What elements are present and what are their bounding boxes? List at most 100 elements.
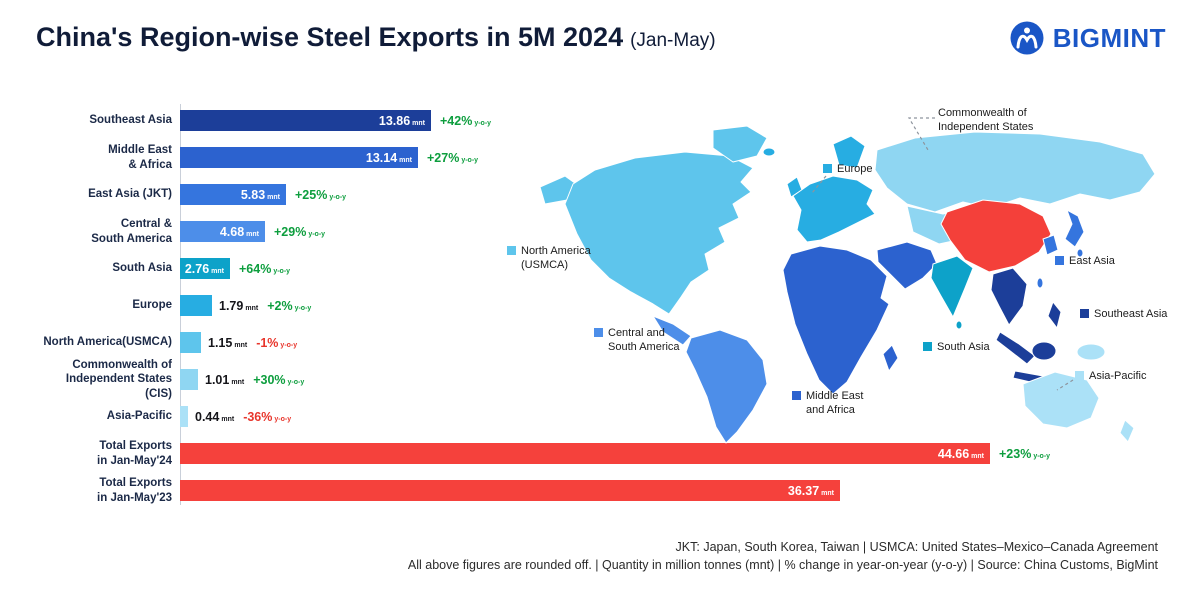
map-label-middle-east-africa: Middle East and Africa	[792, 389, 863, 418]
bar-row: Asia-Pacific 0.44 mnt -36% y-o-y	[36, 398, 1166, 435]
bar-area: 13.14 mnt +27% y-o-y	[180, 147, 1166, 168]
bar-label: South Asia	[112, 262, 172, 275]
map-region-asia-pacific	[1022, 371, 1100, 429]
map-label-europe: Europe	[823, 162, 872, 176]
map-label-text: South America	[608, 341, 680, 354]
bar-area: 13.86 mnt +42% y-o-y	[180, 110, 1166, 131]
map-label-text: Independent States	[938, 121, 1034, 134]
bar-label: Commonwealth of Independent States (CIS)	[65, 358, 172, 400]
map-region-north-america	[712, 125, 768, 163]
bar-growth: -36% y-o-y	[243, 409, 292, 424]
map-region-east-asia	[1076, 248, 1084, 258]
bar-value: 13.86 mnt	[378, 113, 425, 128]
map-label-text: Southeast Asia	[1094, 308, 1168, 320]
map-label-text: and Africa	[806, 404, 855, 417]
world-map: North America (USMCA) Central and South Am…	[495, 92, 1167, 492]
map-region-east-asia	[1036, 277, 1044, 289]
map-label-text: Middle East	[806, 390, 864, 402]
bar-growth: +30% y-o-y	[253, 372, 305, 387]
bar-row: Central & South America 4.68 mnt +29% y-o-y	[36, 213, 1166, 250]
map-label-text: (USMCA)	[521, 259, 569, 272]
east-asia-swatch	[1055, 256, 1064, 265]
map-region-middle-east-africa	[876, 241, 938, 290]
page-title: China's Region-wise Steel Exports in 5M …	[36, 22, 716, 53]
bar-row: North America(USMCA) 1.15 mnt -1% y-o-y	[36, 324, 1166, 361]
bar-row: Total Exports in Jan-May'23 36.37 mnt	[36, 472, 1166, 509]
map-region-central-south-america	[652, 315, 692, 346]
bar: 5.83 mnt	[180, 184, 286, 205]
bar-chart: Southeast Asia 13.86 mnt +42% y-o-y Middle Ea…	[36, 102, 1166, 509]
bigmint-logo: BIGMINT	[1009, 20, 1166, 56]
map-region-south-asia	[955, 320, 963, 330]
bar	[180, 295, 212, 316]
bar	[180, 369, 198, 390]
map-region-southeast-asia	[995, 331, 1036, 365]
map-region-southeast-asia	[990, 267, 1028, 326]
bar-area: 36.37 mnt	[180, 480, 1166, 501]
world-map-svg	[539, 117, 1156, 444]
central-south-america-swatch	[594, 328, 603, 337]
bar	[180, 406, 188, 427]
map-region-central-south-america	[685, 329, 768, 444]
bar-area: 0.44 mnt -36% y-o-y	[180, 406, 1166, 427]
map-region-asia-pacific	[1119, 419, 1135, 443]
bar: 4.68 mnt	[180, 221, 265, 242]
map-label-central-south-america: Central and South America	[594, 326, 680, 355]
bar-growth: +29% y-o-y	[274, 224, 326, 239]
bigmint-logo-icon	[1010, 21, 1044, 55]
bar-row: Commonwealth of Independent States (CIS) 1…	[36, 358, 1166, 400]
bar-area: 2.76 mnt +64% y-o-y	[180, 258, 1166, 279]
bar-growth: +25% y-o-y	[295, 187, 347, 202]
bigmint-logo-text: BIGMINT	[1052, 22, 1166, 53]
bar-row: Europe 1.79 mnt +2% y-o-y	[36, 287, 1166, 324]
bar-value: 1.01 mnt	[205, 372, 245, 387]
bar-area: 4.68 mnt +29% y-o-y	[180, 221, 1166, 242]
bar-area: 1.79 mnt +2% y-o-y	[180, 295, 1166, 316]
footnote-line-1: JKT: Japan, South Korea, Taiwan | USMCA:…	[675, 540, 1158, 554]
map-region-southeast-asia	[1031, 341, 1057, 361]
map-region-middle-east-africa	[782, 245, 890, 395]
map-region-east-asia	[1042, 234, 1059, 256]
bar-row: Southeast Asia 13.86 mnt +42% y-o-y	[36, 102, 1166, 139]
bar-label: Europe	[132, 299, 172, 312]
bar-value: 1.15 mnt	[208, 335, 248, 350]
bar-label: East Asia (JKT)	[88, 188, 172, 201]
bar-value: 13.14 mnt	[365, 150, 412, 165]
bar-label: Southeast Asia	[89, 114, 172, 127]
footnotes: JKT: Japan, South Korea, Taiwan | USMCA:…	[408, 539, 1158, 574]
bar	[180, 332, 201, 353]
bar-value: 1.79 mnt	[219, 298, 259, 313]
map-region-middle-east-africa	[882, 344, 899, 372]
bar-growth: +42% y-o-y	[440, 113, 492, 128]
bar-label: North America(USMCA)	[43, 336, 172, 349]
map-label-southeast-asia: Southeast Asia	[1080, 307, 1167, 321]
bar-row: South Asia 2.76 mnt +64% y-o-y	[36, 250, 1166, 287]
map-label-text: Europe	[837, 163, 873, 175]
europe-swatch	[823, 164, 832, 173]
bar-growth: +2% y-o-y	[267, 298, 312, 313]
bar: 2.76 mnt	[180, 258, 230, 279]
map-label-north-america: North America (USMCA)	[507, 244, 591, 273]
map-region-europe	[792, 175, 876, 243]
map-region-south-asia	[930, 255, 974, 318]
middle-east-africa-swatch	[792, 391, 801, 400]
bar-area: 44.66 mnt +23% y-o-y	[180, 443, 1166, 464]
page-title-main: China's Region-wise Steel Exports in 5M …	[36, 22, 624, 52]
bar-label: Asia-Pacific	[106, 410, 172, 423]
bar-growth: +23% y-o-y	[999, 446, 1051, 461]
map-region-asia-pacific	[1076, 343, 1106, 361]
map-label-text: East Asia	[1069, 255, 1115, 267]
bar: 44.66 mnt	[180, 443, 990, 464]
map-region-china	[940, 199, 1052, 273]
bar: 13.86 mnt	[180, 110, 431, 131]
map-label-text: Commonwealth of	[938, 107, 1027, 119]
page-title-subtitle: (Jan-May)	[630, 30, 716, 51]
bar-value: 0.44 mnt	[195, 409, 235, 424]
map-region-east-asia	[1064, 209, 1085, 248]
map-region-cis	[874, 131, 1156, 213]
bar-label: Total Exports in Jan-May'24	[97, 440, 172, 467]
bar-growth: +64% y-o-y	[239, 261, 291, 276]
bar-label: Total Exports in Jan-May'23	[97, 477, 172, 504]
bar-value: 2.76 mnt	[184, 261, 224, 276]
map-label-text: Central and	[608, 327, 665, 339]
